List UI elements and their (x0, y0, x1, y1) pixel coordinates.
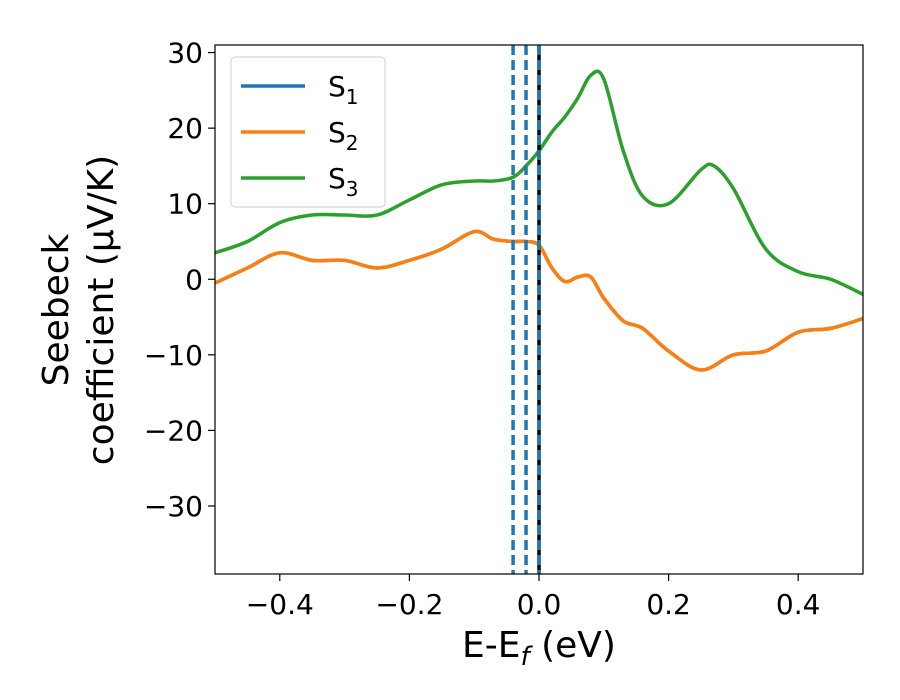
x-tick-label: −0.4 (246, 588, 314, 621)
y-tick-label: −10 (144, 339, 203, 372)
x-tick-label: 0.4 (776, 588, 821, 621)
y-tick-label: −30 (144, 490, 203, 523)
legend-label-s1: S1 (328, 70, 359, 109)
y-axis-label-line1: Seebeck (36, 233, 77, 386)
legend: S1 S2 S3 (230, 56, 386, 208)
y-axis-label-line2: coefficient (μV/K) (81, 155, 122, 465)
y-tick-label: 10 (167, 188, 203, 221)
series-line-s2 (215, 229, 863, 372)
legend-box (230, 56, 386, 208)
x-axis-ticks: −0.4 −0.2 0.0 0.2 0.4 (246, 574, 821, 621)
y-tick-label: 0 (185, 263, 203, 296)
y-tick-label: −20 (144, 414, 203, 447)
legend-label-s3: S3 (328, 162, 359, 201)
y-tick-label: 30 (167, 37, 203, 70)
vline-layer (511, 45, 541, 574)
series-line-s3 (215, 69, 863, 297)
legend-label-s2: S2 (328, 116, 359, 155)
x-tick-label: 0.2 (646, 588, 691, 621)
x-axis-label: E-Ef (eV) (462, 625, 616, 672)
x-tick-label: 0.0 (517, 588, 562, 621)
y-axis-ticks: −30 −20 −10 0 10 20 30 (144, 37, 215, 523)
series-layer (215, 69, 863, 372)
y-tick-label: 20 (167, 112, 203, 145)
x-tick-label: −0.2 (375, 588, 443, 621)
